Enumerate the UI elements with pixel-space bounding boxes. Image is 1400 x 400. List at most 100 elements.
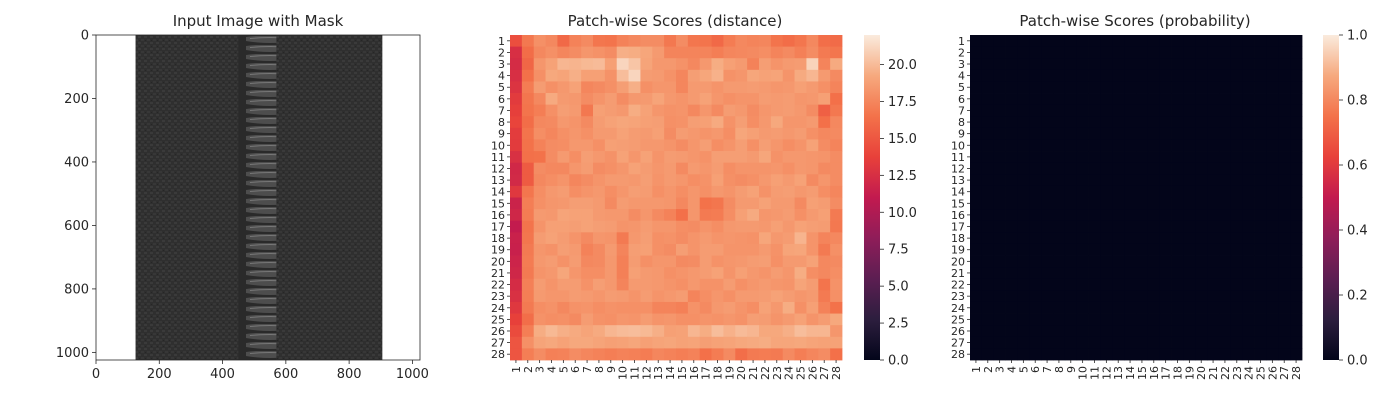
heatmap-cell: [1076, 104, 1089, 117]
x-tick-label: 27: [1278, 366, 1291, 380]
heatmap-cell: [1053, 46, 1066, 59]
heatmap-cell: [569, 209, 582, 222]
heatmap-cell: [510, 301, 523, 314]
heatmap-cell: [1029, 336, 1042, 349]
heatmap-cell: [510, 116, 523, 129]
heatmap-cell: [806, 116, 819, 129]
heatmap-cell: [1195, 301, 1208, 314]
heatmap-cell: [747, 174, 760, 187]
heatmap-cell: [1064, 325, 1078, 338]
y-tick-label: 24: [491, 302, 505, 315]
heatmap-cell: [664, 278, 677, 291]
heatmap-cell: [593, 255, 606, 268]
heatmap-cell: [593, 127, 606, 140]
heatmap-cell: [593, 325, 606, 338]
heatmap-cell: [735, 278, 748, 291]
heatmap-cell: [652, 104, 665, 117]
heatmap-cell: [1183, 232, 1196, 245]
heatmap-cell: [616, 116, 629, 129]
heatmap-cell: [652, 81, 665, 94]
colorbar-tick-label: 20.0: [888, 58, 917, 73]
heatmap-cell: [1195, 348, 1208, 361]
heatmap-cell: [676, 162, 689, 175]
y-tick-label: 13: [951, 174, 965, 187]
heatmap-cell: [1076, 35, 1089, 48]
heatmap-cell: [1076, 58, 1089, 71]
heatmap-cell: [806, 81, 819, 94]
heatmap-cell: [1195, 139, 1208, 152]
heatmap-cell: [581, 220, 594, 233]
heatmap-cell: [1254, 104, 1267, 117]
heatmap-cell: [830, 139, 843, 152]
heatmap-cell: [1290, 185, 1303, 198]
heatmap-cell: [616, 209, 629, 222]
heatmap-cell: [1064, 35, 1078, 48]
distance-heatmap-y-ticks: 1234567891011121314151617181920212223242…: [491, 35, 510, 361]
x-tick-label: 200: [147, 367, 172, 382]
heatmap-cell: [616, 325, 629, 338]
heatmap-cell: [711, 197, 724, 210]
y-tick-label: 24: [951, 302, 965, 315]
heatmap-cell: [581, 81, 594, 94]
heatmap-cell: [770, 232, 784, 245]
y-tick-label: 2: [958, 46, 965, 59]
heatmap-cell: [806, 185, 819, 198]
heatmap-cell: [770, 127, 784, 140]
heatmap-cell: [1159, 174, 1172, 187]
heatmap-cell: [616, 185, 629, 198]
heatmap-cell: [981, 116, 995, 129]
heatmap-cell: [1183, 139, 1196, 152]
heatmap-cell: [1230, 46, 1244, 59]
heatmap-cell: [770, 116, 784, 129]
heatmap-cell: [1088, 69, 1101, 82]
heatmap-cell: [593, 290, 606, 303]
heatmap-cell: [981, 267, 995, 280]
heatmap-cell: [735, 348, 748, 361]
heatmap-cell: [1017, 243, 1030, 256]
heatmap-cell: [581, 127, 594, 140]
heatmap-cell: [1041, 69, 1054, 82]
heatmap-cell: [1195, 104, 1208, 117]
heatmap-cell: [970, 336, 983, 349]
heatmap-cell: [1159, 69, 1172, 82]
heatmap-cell: [1254, 69, 1267, 82]
y-tick-label: 10: [491, 139, 505, 152]
heatmap-cell: [616, 69, 629, 82]
heatmap-cell: [1195, 336, 1208, 349]
heatmap-cell: [699, 336, 712, 349]
heatmap-cell: [1100, 116, 1113, 129]
heatmap-cell: [581, 58, 594, 71]
heatmap-cell: [782, 313, 795, 326]
heatmap-cell: [1112, 69, 1125, 82]
heatmap-cell: [1183, 69, 1196, 82]
heatmap-cell: [1207, 162, 1220, 175]
heatmap-cell: [794, 127, 807, 140]
heatmap-cell: [1017, 185, 1030, 198]
heatmap-cell: [1124, 336, 1137, 349]
heatmap-cell: [1183, 255, 1196, 268]
heatmap-cell: [687, 313, 701, 326]
heatmap-cell: [1183, 220, 1196, 233]
heatmap-cell: [970, 116, 983, 129]
heatmap-cell: [1029, 46, 1042, 59]
heatmap-cell: [628, 46, 641, 59]
heatmap-cell: [533, 255, 546, 268]
heatmap-cell: [628, 325, 641, 338]
heatmap-cell: [1064, 301, 1078, 314]
heatmap-cell: [628, 69, 641, 82]
heatmap-cell: [1017, 46, 1030, 59]
heatmap-cell: [830, 197, 843, 210]
x-tick-label: 2: [982, 366, 995, 373]
heatmap-cell: [1266, 127, 1279, 140]
heatmap-cell: [1064, 185, 1078, 198]
heatmap-cell: [711, 81, 724, 94]
heatmap-cell: [1088, 151, 1101, 164]
heatmap-cell: [676, 336, 689, 349]
heatmap-cell: [1230, 58, 1244, 71]
heatmap-cell: [1230, 348, 1244, 361]
heatmap-cell: [1278, 348, 1291, 361]
x-tick-label: 1: [970, 366, 983, 373]
heatmap-cell: [510, 127, 523, 140]
heatmap-cell: [1112, 301, 1125, 314]
heatmap-cell: [1005, 267, 1018, 280]
